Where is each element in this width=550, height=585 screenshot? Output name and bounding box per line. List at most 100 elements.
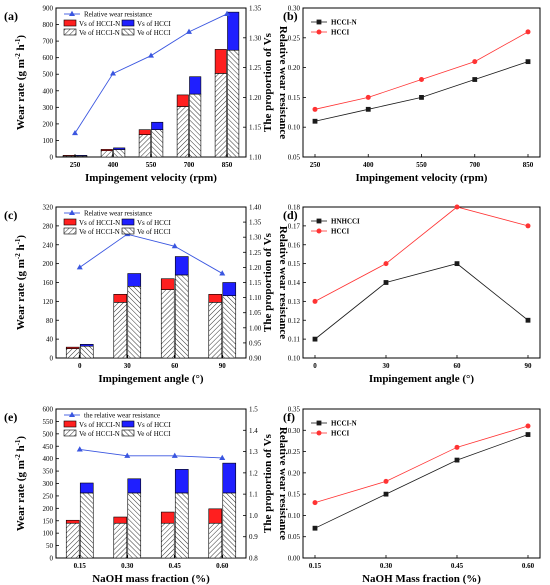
bar-ve-hcci-n (214, 73, 227, 158)
point-hcci (312, 106, 318, 112)
bar-ve-hcci-n (208, 522, 223, 559)
y-axis-title-e: Wear rate (g m-2 h-1) (14, 436, 27, 532)
line-hcci-n (314, 61, 529, 122)
y-tick-label: 0.20 (288, 64, 301, 72)
line-hcci-n (314, 434, 529, 529)
point-relative-wear-resistance (72, 129, 78, 136)
point-hcci (472, 59, 478, 65)
y2-tick-label: 1.30 (249, 34, 262, 42)
y2-tick-label: 1.20 (249, 94, 262, 102)
x-tick-label: 60 (454, 362, 462, 370)
bar-ve-hcci (79, 492, 94, 559)
x-tick-label: 0 (78, 362, 82, 370)
point-relative-wear-resistance (76, 264, 83, 270)
line-hcci (314, 425, 529, 504)
point-relative-wear-resistance (124, 452, 131, 458)
bar-ve-hcci (127, 492, 142, 559)
y-tick-label: 0.11 (288, 336, 300, 344)
bar-ve-hcci-n (138, 134, 151, 158)
point-hnhcci (312, 336, 318, 342)
y-tick-label: 40 (46, 336, 54, 344)
y-tick-label: 300 (43, 480, 54, 488)
point-hcci (419, 77, 424, 83)
y-tick-label: 450 (43, 443, 54, 451)
panel-label-b: (b) (283, 9, 298, 23)
bar-ve-hcci (113, 149, 126, 158)
x-axis-title-a: Impingement velocity (rpm) (85, 172, 217, 184)
bar-ve-hcci (222, 295, 237, 359)
y2-tick-label: 1.15 (249, 124, 262, 132)
point-hcci (383, 478, 389, 484)
y-tick-label: 200 (43, 120, 54, 128)
y-tick-label: 800 (43, 21, 54, 29)
y-tick-label: 0.10 (288, 124, 301, 132)
bar-vs-hcci-n (62, 155, 75, 157)
y2-tick-label: 1.10 (249, 154, 262, 162)
y-tick-label: 0.12 (288, 317, 301, 325)
y-tick-label: 0.16 (288, 241, 301, 249)
point-hcci-n (525, 432, 531, 437)
point-hcci (312, 500, 318, 506)
bar-vs-hcci (227, 11, 240, 51)
y-axis-title-b: The proportion of Vs (262, 32, 274, 132)
legend-label-ve-hcci-n: Ve of HCCI-N (79, 430, 120, 438)
legend-swatch-vs-hcci (121, 420, 135, 428)
y2-axis-title-a: Relative wear resistance (277, 26, 289, 139)
y-tick-label: 320 (43, 204, 54, 212)
legend-swatch-ve-hcci-n (63, 429, 77, 437)
bar-vs-hcci-n (208, 293, 223, 303)
bar-vs-hcci-n (65, 346, 80, 349)
bar-ve-hcci (174, 274, 189, 359)
legend-label-ve-hcci-n: Ve of HCCI-N (79, 228, 120, 236)
bar-ve-hcci-n (100, 150, 113, 158)
bar-vs-hcci-n (160, 278, 175, 290)
bar-vs-hcci (79, 482, 94, 494)
y-tick-label: 120 (43, 298, 54, 306)
y-tick-label: 0 (50, 154, 54, 162)
y2-tick-label: 1.25 (249, 249, 262, 257)
bar-vs-hcci (127, 273, 142, 287)
y-tick-label: 0 (50, 555, 54, 563)
legend-label-hnhcci: HNHCCI (331, 218, 360, 226)
y-tick-label: 100 (43, 530, 54, 538)
plot-frame-f (302, 408, 541, 559)
line-relative-wear-resistance (79, 233, 223, 274)
y-tick-label: 550 (43, 418, 54, 426)
point-hcci-n (383, 491, 389, 497)
y-tick-label: 0.30 (288, 427, 301, 435)
y-tick-label: 0.15 (288, 94, 301, 102)
x-axis-title-c: Impingement angle (°) (98, 373, 204, 385)
y2-tick-label: 1.2 (249, 469, 258, 477)
point-relative-wear-resistance (219, 270, 226, 276)
y2-tick-label: 1.1 (249, 491, 258, 499)
y-tick-label: 400 (43, 455, 54, 463)
bar-ve-hcci (174, 492, 189, 559)
y-tick-label: 0.20 (288, 469, 301, 477)
y2-tick-label: 1.0 (249, 512, 258, 520)
y-tick-label: 100 (43, 137, 54, 145)
y-tick-label: 0.05 (288, 533, 301, 541)
bar-ve-hcci-n (113, 302, 128, 359)
legend-label-hcci: HCCI (331, 29, 350, 37)
y-tick-label: 280 (43, 222, 54, 230)
point-relative-wear-resistance (110, 70, 116, 76)
bar-ve-hcci-n (208, 302, 223, 359)
y2-tick-label: 1.5 (249, 406, 258, 414)
y2-tick-label: 1.35 (249, 219, 262, 227)
bar-ve-hcci (151, 129, 164, 158)
y-tick-label: 0.00 (288, 555, 301, 563)
point-hcci (525, 29, 531, 35)
y2-tick-label: 0.8 (249, 555, 258, 563)
point-hcci-n (525, 59, 531, 65)
y-tick-label: 0.15 (288, 491, 301, 499)
y-tick-label: 80 (46, 317, 54, 325)
x-tick-label: 550 (416, 161, 427, 169)
x-tick-label: 0 (313, 362, 317, 370)
bar-vs-hcci (79, 344, 94, 347)
x-tick-label: 850 (523, 161, 534, 169)
bar-vs-hcci-n (113, 516, 128, 524)
bar-vs-hcci (222, 282, 237, 297)
point-relative-wear-resistance (171, 243, 178, 249)
y-tick-label: 0.17 (288, 222, 301, 230)
